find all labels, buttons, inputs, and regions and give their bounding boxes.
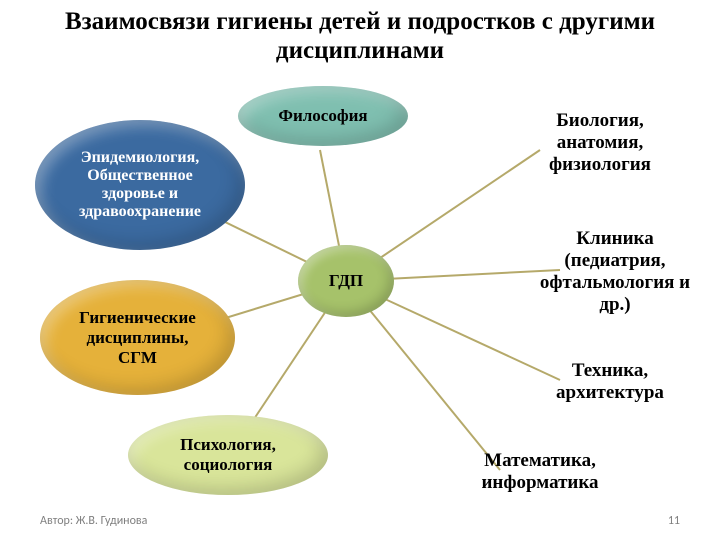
node-label: Психология, социология <box>172 435 284 475</box>
node-epidemiology: Эпидемиология, Общественное здоровье и з… <box>35 120 245 250</box>
footer-page: 11 <box>668 514 680 528</box>
label-math: Математика, информатика <box>430 450 650 494</box>
node-hygiene: Гигиенические дисциплины, СГМ <box>40 280 235 395</box>
label-biology: Биология, анатомия, физиология <box>500 110 700 176</box>
label-clinic: Клиника (педиатрия, офтальмология и др.) <box>510 228 720 315</box>
label-tech: Техника, архитектура <box>510 360 710 404</box>
center-node-label: ГДП <box>329 271 363 291</box>
center-node: ГДП <box>298 245 394 317</box>
footer-author: Автор: Ж.В. Гудинова <box>40 514 147 528</box>
slide-title: Взаимосвязи гигиены детей и подростков с… <box>0 8 720 66</box>
node-label: Гигиенические дисциплины, СГМ <box>71 308 204 368</box>
node-philosophy: Философия <box>238 86 408 146</box>
node-psychology: Психология, социология <box>128 415 328 495</box>
slide: Взаимосвязи гигиены детей и подростков с… <box>0 0 720 540</box>
node-label: Эпидемиология, Общественное здоровье и з… <box>71 149 209 221</box>
node-label: Философия <box>270 106 375 126</box>
